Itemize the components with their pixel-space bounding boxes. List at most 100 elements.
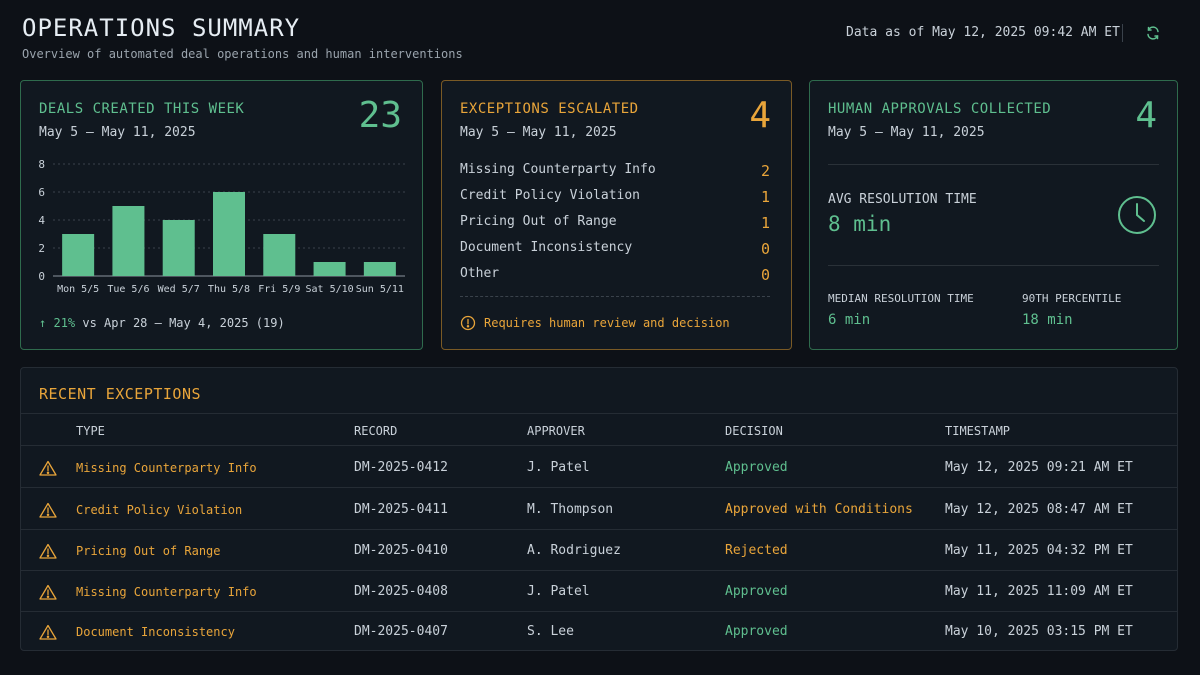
- p90-resolution-value: 18 min: [1022, 312, 1073, 328]
- column-header-approver: APPROVER: [527, 424, 585, 438]
- exceptions-divider: [460, 296, 770, 297]
- page-title: OPERATIONS SUMMARY: [22, 14, 301, 42]
- data-timestamp: Data as of May 12, 2025 09:42 AM ET: [846, 25, 1120, 40]
- deals-card-range: May 5 – May 11, 2025: [39, 125, 196, 140]
- decision-status: Approved with Conditions: [725, 502, 913, 517]
- table-row[interactable]: Credit Policy Violation DM-2025-0411 M. Th…: [21, 489, 1177, 530]
- deals-card-title: DEALS CREATED THIS WEEK: [39, 101, 245, 117]
- exception-timestamp: May 12, 2025 08:47 AM ET: [945, 502, 1133, 517]
- chart-bar[interactable]: [162, 220, 195, 276]
- exception-category-row: Document Inconsistency 0: [460, 240, 770, 258]
- x-tick-label: Fri 5/9: [258, 284, 300, 295]
- exception-type: Pricing Out of Range: [76, 544, 221, 558]
- chart-bar[interactable]: [213, 192, 245, 276]
- table-header: TYPE RECORD APPROVER DECISION TIMESTAMP: [21, 413, 1177, 446]
- alert-circle-icon: [460, 315, 476, 331]
- exception-timestamp: May 11, 2025 11:09 AM ET: [945, 584, 1133, 599]
- decision-status: Rejected: [725, 543, 788, 558]
- deals-created-card: DEALS CREATED THIS WEEK May 5 – May 11, …: [20, 80, 423, 350]
- column-header-decision: DECISION: [725, 424, 783, 438]
- recent-exceptions-table: RECENT EXCEPTIONS TYPE RECORD APPROVER D…: [20, 367, 1178, 651]
- exception-type: Credit Policy Violation: [76, 503, 243, 517]
- table-row[interactable]: Pricing Out of Range DM-2025-0410 A. Rodri…: [21, 530, 1177, 571]
- record-id[interactable]: DM-2025-0412: [354, 460, 448, 475]
- exception-category-row: Other 0: [460, 266, 770, 284]
- approver-name: M. Thompson: [527, 502, 614, 517]
- exception-category-count: 2: [760, 162, 770, 180]
- exception-category-label: Document Inconsistency: [460, 240, 633, 255]
- refresh-icon: [1147, 26, 1159, 40]
- exception-category-count: 0: [760, 266, 770, 284]
- column-header-timestamp: TIMESTAMP: [945, 424, 1011, 438]
- record-id[interactable]: DM-2025-0411: [354, 502, 448, 517]
- decision-status: Approved: [725, 624, 788, 639]
- y-tick-label: 4: [38, 214, 45, 227]
- approver-name: J. Patel: [527, 584, 590, 599]
- exception-timestamp: May 10, 2025 03:15 PM ET: [945, 624, 1133, 639]
- record-id[interactable]: DM-2025-0410: [354, 543, 448, 558]
- exception-type: Document Inconsistency: [76, 625, 235, 639]
- warning-triangle-icon: [39, 460, 57, 476]
- exception-category-label: Credit Policy Violation: [460, 188, 641, 203]
- trend-up-icon: ↑: [39, 316, 47, 330]
- exception-category-count: 0: [760, 240, 770, 258]
- warning-triangle-icon: [39, 543, 57, 559]
- exception-timestamp: May 12, 2025 09:21 AM ET: [945, 460, 1133, 475]
- table-row[interactable]: Missing Counterparty Info DM-2025-0412 J. …: [21, 447, 1177, 488]
- human-approvals-card: HUMAN APPROVALS COLLECTED May 5 – May 11…: [809, 80, 1178, 350]
- chart-bar[interactable]: [313, 262, 346, 276]
- y-tick-label: 8: [38, 158, 45, 171]
- exceptions-card-title: EXCEPTIONS ESCALATED: [460, 101, 639, 117]
- warning-triangle-icon: [39, 584, 57, 600]
- header-divider: [1122, 24, 1123, 42]
- x-tick-label: Thu 5/8: [208, 284, 250, 295]
- record-id[interactable]: DM-2025-0407: [354, 624, 448, 639]
- deals-trend: ↑ 21% vs Apr 28 – May 4, 2025 (19): [39, 316, 285, 330]
- chart-bar[interactable]: [263, 234, 296, 276]
- exceptions-card-range: May 5 – May 11, 2025: [460, 125, 617, 140]
- column-header-type: TYPE: [76, 424, 105, 438]
- approver-name: A. Rodriguez: [527, 543, 621, 558]
- chart-bar[interactable]: [112, 206, 145, 276]
- x-tick-label: Tue 5/6: [107, 284, 149, 295]
- exception-category-row: Missing Counterparty Info 2: [460, 162, 770, 180]
- deals-bar-chart: 0 2 4 6 8 Mon 5/5 Tue 5/6 Wed 5/7 Thu 5/8 Fri 5/9…: [38, 158, 405, 295]
- table-row[interactable]: Document Inconsistency DM-2025-0407 S. Lee…: [21, 611, 1177, 652]
- median-resolution-value: 6 min: [828, 312, 871, 328]
- page-subtitle: Overview of automated deal operations an…: [22, 47, 463, 61]
- review-note-text: Requires human review and decision: [484, 316, 730, 330]
- warning-triangle-icon: [39, 502, 57, 518]
- refresh-button[interactable]: [1145, 25, 1161, 41]
- avg-resolution-label: AVG RESOLUTION TIME: [828, 192, 977, 207]
- warning-triangle-icon: [39, 624, 57, 640]
- exception-type: Missing Counterparty Info: [76, 585, 257, 599]
- review-note: Requires human review and decision: [460, 315, 730, 331]
- approvals-divider: [828, 265, 1159, 266]
- trend-percent: 21%: [53, 316, 76, 330]
- table-title: RECENT EXCEPTIONS: [39, 385, 202, 403]
- table-row[interactable]: Missing Counterparty Info DM-2025-0408 J. …: [21, 571, 1177, 612]
- y-tick-label: 0: [38, 270, 45, 283]
- exception-category-label: Missing Counterparty Info: [460, 162, 656, 177]
- approvals-card-range: May 5 – May 11, 2025: [828, 125, 985, 140]
- decision-status: Approved: [725, 584, 788, 599]
- exception-type: Missing Counterparty Info: [76, 461, 257, 475]
- approver-name: J. Patel: [527, 460, 590, 475]
- approvals-divider: [828, 164, 1159, 165]
- x-tick-label: Sun 5/11: [356, 284, 404, 295]
- y-tick-label: 2: [38, 242, 45, 255]
- x-tick-label: Sat 5/10: [305, 284, 353, 295]
- exception-category-label: Pricing Out of Range: [460, 214, 617, 229]
- deals-total: 23: [358, 95, 402, 136]
- chart-bar[interactable]: [363, 262, 396, 276]
- trend-comparison: vs Apr 28 – May 4, 2025 (19): [75, 316, 285, 330]
- exceptions-total: 4: [749, 95, 771, 136]
- p90-resolution-label: 90TH PERCENTILE: [1022, 292, 1122, 305]
- column-header-record: RECORD: [354, 424, 398, 438]
- chart-bar[interactable]: [62, 234, 95, 276]
- clock-icon: [1118, 196, 1156, 234]
- record-id[interactable]: DM-2025-0408: [354, 584, 448, 599]
- approvals-card-title: HUMAN APPROVALS COLLECTED: [828, 101, 1052, 117]
- approvals-total: 4: [1135, 95, 1157, 136]
- exception-category-count: 1: [760, 214, 770, 232]
